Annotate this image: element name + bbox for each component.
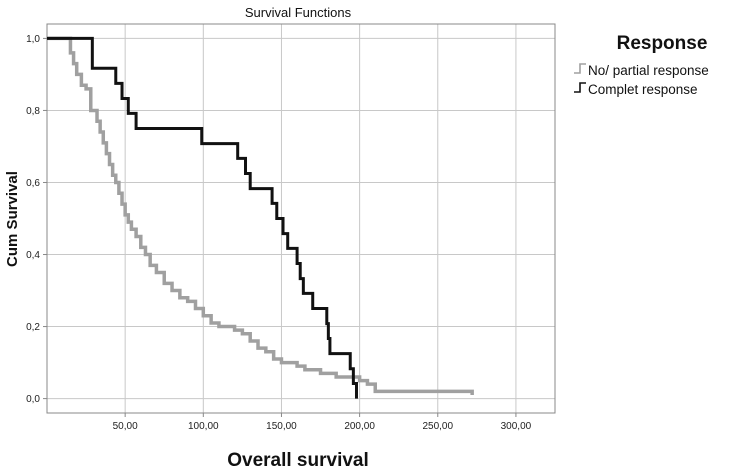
series-line-no-partial-response	[47, 36, 474, 395]
y-tick-label: 1,0	[26, 34, 40, 45]
x-tick-label: 200,00	[344, 421, 375, 432]
legend-label: No/ partial response	[588, 63, 709, 78]
x-tick-label: 50,00	[113, 421, 138, 432]
legend-step-icon	[574, 63, 586, 74]
axis-ticks: 50,00 100,00 150,00 200,00 250,00 300,00 0,0 0,…	[26, 34, 532, 432]
y-tick-label: 0,8	[26, 106, 40, 117]
y-tick-label: 0,6	[26, 178, 40, 189]
y-axis-title: Cum Survival	[4, 171, 21, 267]
plot-area-frame	[46, 23, 556, 414]
y-tick-label: 0,0	[26, 394, 40, 405]
x-tick-label: 150,00	[266, 421, 297, 432]
legend-item: Complet response	[574, 82, 698, 97]
series-lines	[47, 36, 474, 399]
y-tick-label: 0,2	[26, 322, 40, 333]
y-tick-label: 0,4	[26, 250, 40, 261]
series-line-complet-response	[47, 36, 358, 399]
x-tick-label: 100,00	[188, 421, 219, 432]
legend-items: No/ partial response Complet response	[574, 63, 709, 97]
x-tick-label: 300,00	[501, 421, 532, 432]
x-tick-label: 250,00	[422, 421, 453, 432]
legend: Response No/ partial response Complet res…	[574, 33, 709, 97]
legend-title: Response	[617, 33, 708, 54]
chart-title: Survival Functions	[245, 5, 352, 20]
legend-item: No/ partial response	[574, 63, 709, 78]
x-axis-title: Overall survival	[227, 450, 369, 471]
legend-label: Complet response	[588, 82, 698, 97]
legend-step-icon	[574, 82, 586, 93]
